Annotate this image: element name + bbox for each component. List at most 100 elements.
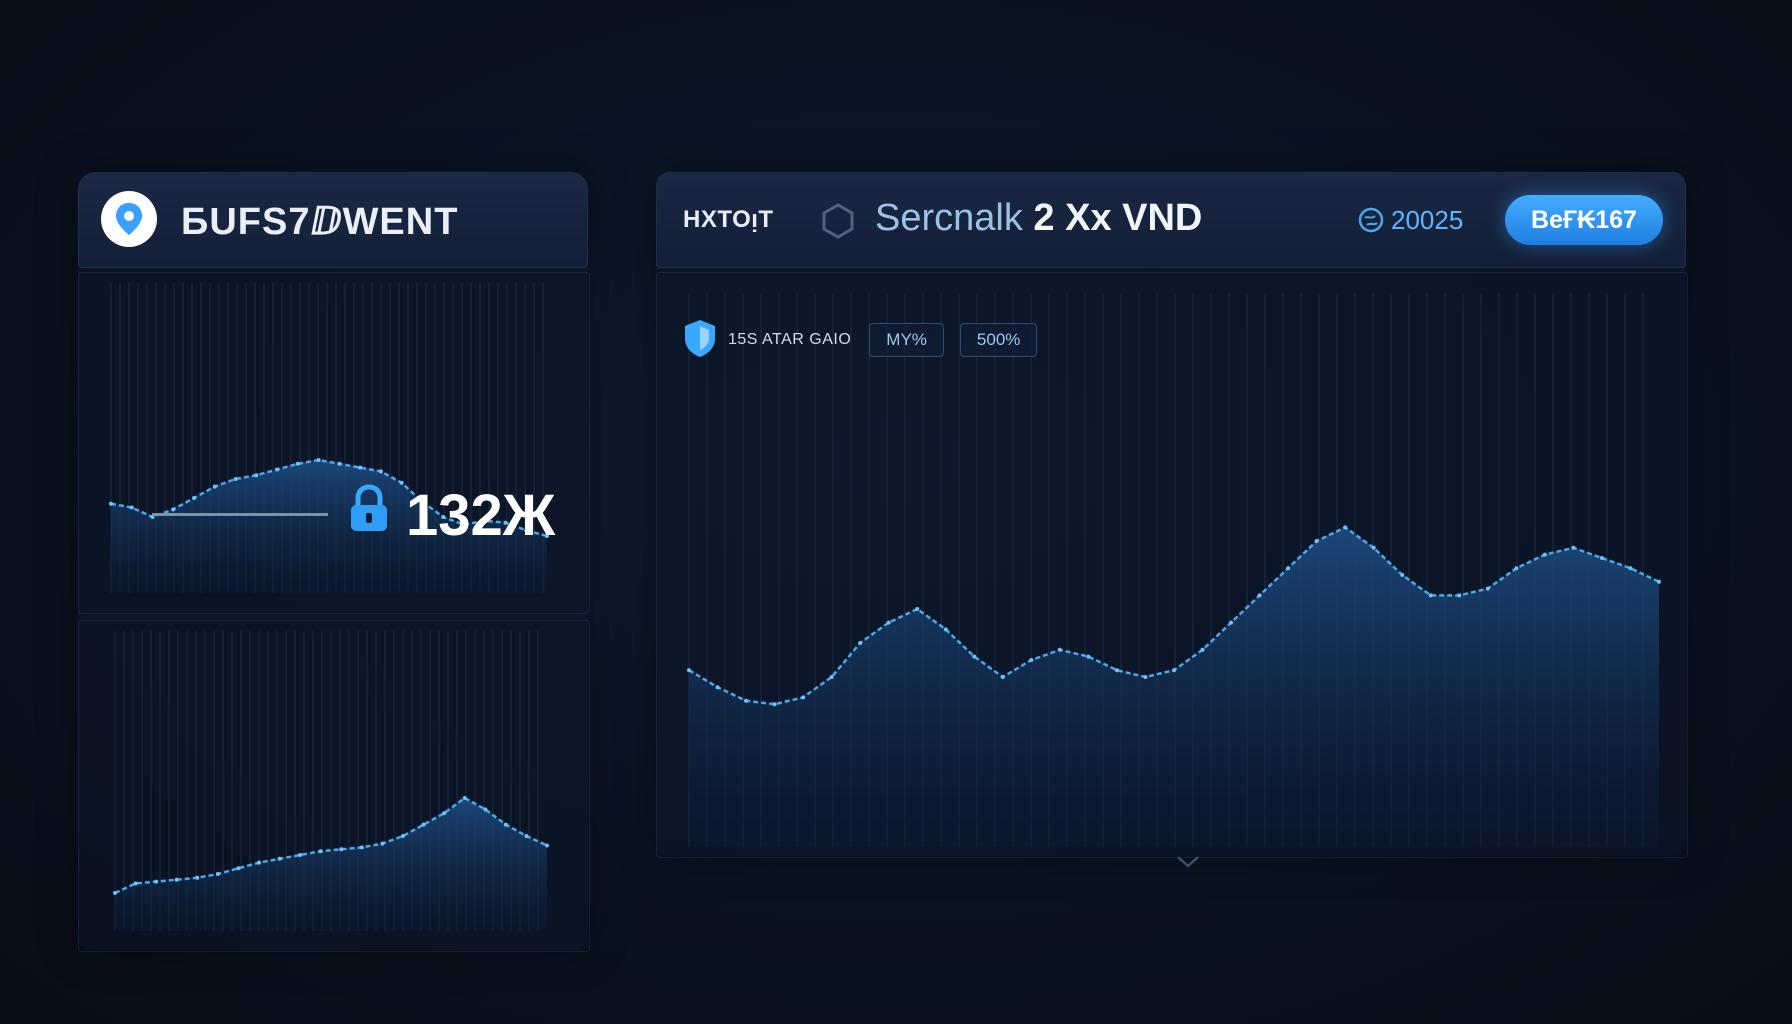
top-chart-point	[337, 461, 342, 466]
main-chart-point	[1571, 545, 1576, 550]
right-panel-header: HXTOᴉT Sercnalk 2 Xx VND 20025 BeҒ₭167	[656, 172, 1686, 268]
bottom-chart-area	[115, 798, 547, 931]
right-panel: HXTOᴉT Sercnalk 2 Xx VND 20025 BeҒ₭167	[656, 172, 1688, 858]
main-chart-point	[1457, 593, 1462, 598]
bottom-chart-point	[298, 853, 303, 857]
top-chart-point	[503, 520, 508, 525]
top-chart-point	[150, 515, 155, 519]
top-chart-point	[254, 473, 259, 478]
bottom-chart-point	[195, 875, 200, 880]
left-panel-title: БUFS7ⅅWENT	[181, 201, 459, 243]
readout-value: 132Ж	[406, 483, 556, 548]
main-chart-point	[715, 685, 720, 690]
hexagon-icon[interactable]	[821, 203, 855, 244]
action-button[interactable]: BeҒ₭167	[1505, 195, 1663, 245]
main-chart-point	[1628, 566, 1633, 571]
top-chart-point	[171, 507, 176, 512]
bottom-chart-point	[339, 847, 344, 852]
top-chart-point	[420, 499, 425, 504]
bottom-chart-point	[442, 811, 447, 816]
brand-label: HXTOᴉT	[683, 206, 774, 233]
top-chart-point	[461, 522, 466, 527]
main-chart-point	[1029, 658, 1034, 662]
main-chart-point	[1057, 647, 1062, 652]
bottom-area-chart	[113, 631, 549, 931]
bottom-chart-point	[401, 834, 405, 838]
year-label: 20025	[1391, 205, 1464, 235]
bottom-chart-point	[359, 845, 364, 850]
main-area-chart	[687, 293, 1661, 847]
top-chart-point	[545, 534, 549, 538]
main-chart-point	[1657, 579, 1661, 584]
top-chart-point	[129, 505, 134, 510]
top-chart-point	[212, 484, 217, 489]
main-chart-point	[1599, 556, 1604, 560]
main-chart-point	[972, 654, 977, 659]
bottom-chart-point	[524, 834, 529, 838]
main-chart-point	[801, 695, 806, 700]
main-chart-point	[1371, 545, 1376, 550]
main-chart-point	[1143, 675, 1148, 679]
top-chart-point	[192, 496, 197, 500]
main-chart-point	[1286, 566, 1291, 571]
main-chart-point	[772, 702, 777, 707]
bottom-chart-point	[257, 860, 261, 865]
readout-line	[152, 513, 328, 516]
bottom-chart-point	[421, 822, 426, 827]
top-area-chart	[109, 283, 549, 593]
bottom-chart-point	[215, 872, 220, 876]
main-chart-point	[1542, 552, 1547, 557]
chip-500-percent[interactable]: 500%	[959, 323, 1038, 357]
bottom-chart-point	[483, 807, 488, 812]
main-chart-point	[1200, 647, 1205, 652]
bottom-chart-point	[277, 856, 282, 861]
shield-icon	[682, 318, 718, 363]
chip-my-percent[interactable]: MY%	[869, 323, 944, 357]
main-chart-point	[1485, 586, 1490, 591]
main-chart-point	[1114, 668, 1119, 673]
top-chart-point	[316, 458, 321, 462]
bottom-chart-point	[318, 849, 323, 854]
top-chart-line	[110, 458, 548, 538]
top-chart-point	[524, 528, 529, 533]
main-chart-point	[1400, 573, 1405, 577]
top-chart-point	[399, 480, 404, 485]
main-chart-point	[943, 627, 948, 632]
bottom-chart-frame	[78, 620, 590, 952]
bottom-chart-point	[154, 879, 159, 884]
left-panel-header: БUFS7ⅅWENT	[78, 172, 588, 268]
bottom-chart-point	[545, 843, 549, 848]
main-chart-point	[687, 668, 691, 673]
globe-icon	[1357, 206, 1385, 239]
main-chart-point	[1257, 593, 1262, 598]
top-chart-point	[358, 465, 363, 470]
page-title: Sercnalk 2 Xx VND	[875, 197, 1202, 240]
main-chart-point	[1086, 654, 1091, 659]
main-chart-point	[858, 641, 863, 645]
stats-row: 15S ATAR GAIO MY% 500%	[682, 318, 1053, 363]
lock-icon	[348, 484, 390, 539]
chevron-down-icon[interactable]	[1173, 852, 1203, 877]
main-chart-point	[1514, 566, 1519, 571]
page-title-strong: 2 Xx VND	[1033, 197, 1203, 239]
main-chart-point	[829, 675, 834, 679]
page-title-prefix: Sercnalk	[875, 197, 1023, 239]
stats-label: 15S ATAR GAIO	[728, 331, 852, 348]
top-chart-area	[111, 460, 547, 593]
bottom-chart-point	[174, 877, 179, 882]
main-chart-point	[1314, 539, 1319, 543]
top-chart-point	[233, 477, 238, 481]
top-chart-point	[275, 467, 280, 472]
bottom-chart-point	[380, 841, 385, 846]
main-chart-point	[886, 620, 891, 625]
left-panel: БUFS7ⅅWENT	[78, 172, 590, 952]
top-chart-point	[482, 518, 487, 523]
bottom-chart-point	[133, 881, 138, 886]
map-pin-icon[interactable]	[101, 191, 157, 247]
top-chart-point	[441, 515, 446, 519]
bottom-chart-line	[114, 796, 548, 895]
main-chart-point	[1229, 620, 1234, 625]
bottom-chart-point	[462, 796, 467, 800]
bottom-chart-point	[236, 866, 241, 871]
main-chart-point	[744, 698, 749, 703]
